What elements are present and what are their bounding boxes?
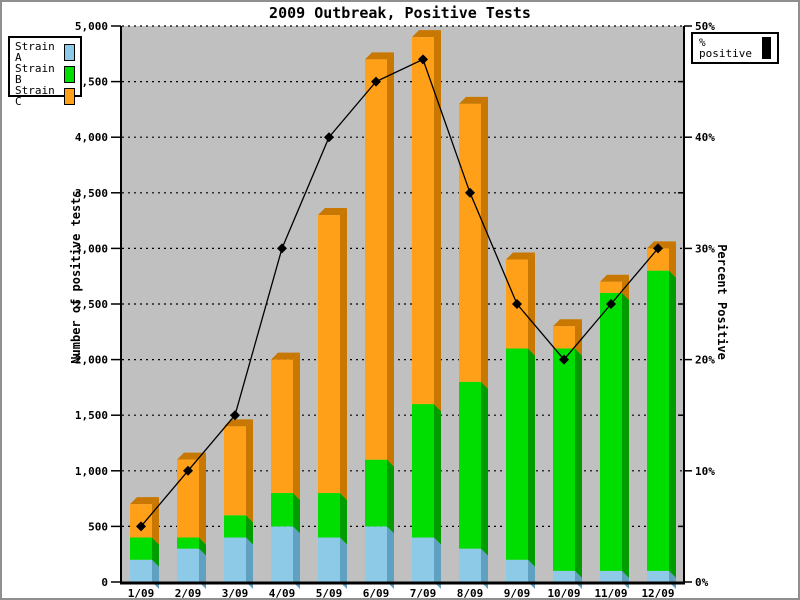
left-axis-ticks: 0 500 1,000 1,500 2,000 2,500 3,000 3,500 4,000 4… <box>75 20 121 589</box>
month-labels: 1/09 2/09 3/09 4/09 5/09 6/09 7/09 8/09 9/09 10/0… <box>128 587 675 600</box>
svg-text:7/09: 7/09 <box>410 587 437 600</box>
svg-text:5/09: 5/09 <box>316 587 343 600</box>
percent-positive-swatch <box>762 37 771 59</box>
legend-label-strain-c: Strain C <box>15 84 55 108</box>
strain-c-swatch <box>64 87 75 105</box>
left-axis-title: Number of positive tests <box>69 190 83 364</box>
legend-label-strain-b: Strain B <box>15 62 55 86</box>
svg-text:10%: 10% <box>695 465 715 478</box>
svg-text:30%: 30% <box>695 242 715 255</box>
svg-text:2/09: 2/09 <box>175 587 202 600</box>
percent-positive-legend: % positive <box>691 32 779 64</box>
svg-text:2,000: 2,000 <box>75 354 108 367</box>
svg-text:2,500: 2,500 <box>75 298 108 311</box>
svg-text:1,000: 1,000 <box>75 465 108 478</box>
svg-text:12/09: 12/09 <box>641 587 674 600</box>
plot-background <box>122 26 683 582</box>
svg-text:11/09: 11/09 <box>594 587 627 600</box>
svg-text:0: 0 <box>101 576 108 589</box>
svg-text:1/09: 1/09 <box>128 587 155 600</box>
strain-a-swatch <box>64 43 75 61</box>
chart-title: 2009 Outbreak, Positive Tests <box>269 4 531 22</box>
right-axis-ticks: 0% 10% 20% 30% 40% 50% <box>678 20 715 589</box>
svg-text:4,500: 4,500 <box>75 76 108 89</box>
svg-text:8/09: 8/09 <box>457 587 484 600</box>
svg-text:500: 500 <box>88 520 108 533</box>
legend-item-strain-c: Strain C <box>15 85 75 107</box>
svg-text:1,500: 1,500 <box>75 409 108 422</box>
svg-text:10/09: 10/09 <box>547 587 580 600</box>
svg-text:3,500: 3,500 <box>75 187 108 200</box>
percent-positive-line <box>136 54 663 532</box>
svg-text:40%: 40% <box>695 131 715 144</box>
strain-legend: Strain A Strain B Strain C <box>8 36 82 107</box>
svg-text:20%: 20% <box>695 354 715 367</box>
svg-text:9/09: 9/09 <box>504 587 531 600</box>
legend-label-percent-positive: % positive <box>699 36 752 60</box>
svg-text:6/09: 6/09 <box>363 587 390 600</box>
legend-item-strain-a: Strain A <box>15 41 75 63</box>
stacked-bars <box>130 30 676 589</box>
svg-text:3/09: 3/09 <box>222 587 249 600</box>
legend-label-strain-a: Strain A <box>15 40 55 64</box>
svg-text:3,000: 3,000 <box>75 242 108 255</box>
svg-text:50%: 50% <box>695 20 715 33</box>
strain-b-swatch <box>64 65 75 83</box>
legend-item-strain-b: Strain B <box>15 63 75 85</box>
svg-text:4,000: 4,000 <box>75 131 108 144</box>
svg-text:0%: 0% <box>695 576 709 589</box>
svg-text:4/09: 4/09 <box>269 587 296 600</box>
svg-text:5,000: 5,000 <box>75 20 108 33</box>
right-axis-title: Percent Positive <box>715 244 729 360</box>
